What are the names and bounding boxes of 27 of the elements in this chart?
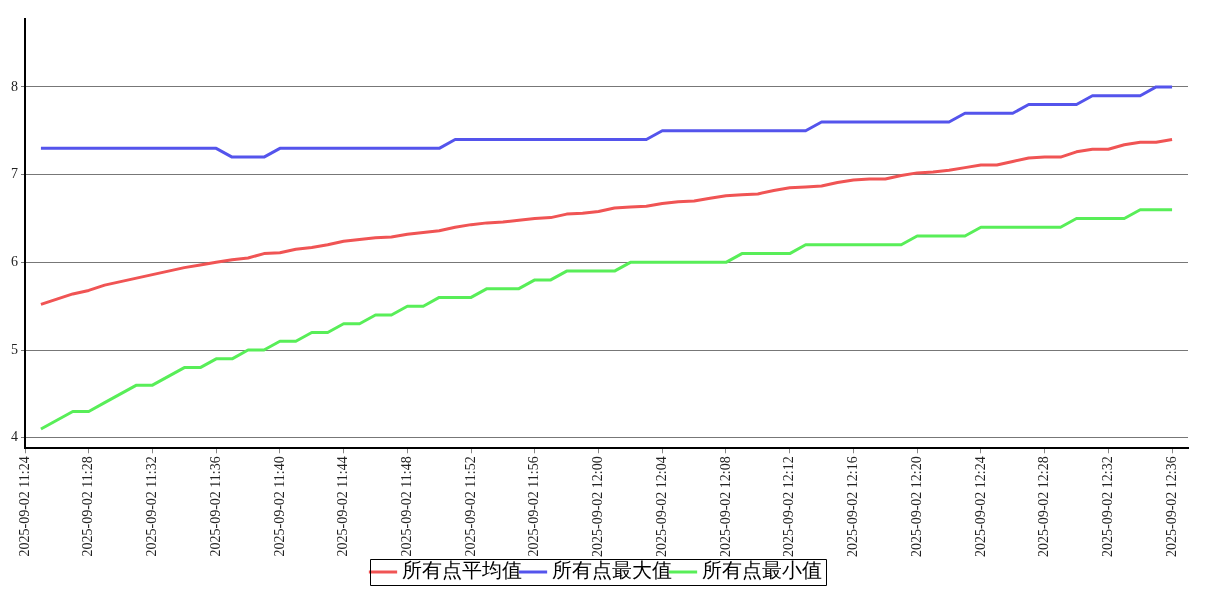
- x-tick-label: 2025-09-02 12:04: [653, 456, 669, 557]
- y-tick-label: 7: [11, 166, 18, 182]
- x-tick-label: 2025-09-02 12:36: [1163, 456, 1179, 557]
- x-tick-label: 2025-09-02 12:12: [781, 456, 797, 557]
- x-tick-label: 2025-09-02 11:24: [16, 456, 32, 557]
- x-tick-label: 2025-09-02 12:28: [1036, 456, 1052, 557]
- x-tick-label: 2025-09-02 11:44: [335, 456, 351, 557]
- x-tick-label: 2025-09-02 12:24: [972, 456, 988, 557]
- x-tick-label: 2025-09-02 12:20: [908, 456, 924, 557]
- x-tick-label: 2025-09-02 11:36: [207, 456, 223, 557]
- x-tick-label: 2025-09-02 11:48: [399, 456, 415, 557]
- legend-label: 所有点最大值: [552, 559, 672, 582]
- x-tick-label: 2025-09-02 12:16: [845, 456, 861, 557]
- x-tick-label: 2025-09-02 11:28: [80, 456, 96, 557]
- x-tick-label: 2025-09-02 11:32: [144, 456, 160, 557]
- y-tick-label: 6: [11, 254, 18, 270]
- x-tick-label: 2025-09-02 11:56: [526, 456, 542, 557]
- legend-label: 所有点最小值: [702, 559, 822, 582]
- x-tick-label: 2025-09-02 12:08: [717, 456, 733, 557]
- x-tick-label: 2025-09-02 12:32: [1100, 456, 1116, 557]
- y-tick-label: 4: [11, 429, 18, 445]
- y-tick-label: 8: [11, 78, 18, 94]
- y-tick-label: 5: [11, 341, 18, 357]
- x-tick-label: 2025-09-02 11:52: [462, 456, 478, 557]
- x-tick-label: 2025-09-02 11:40: [271, 456, 287, 557]
- legend-label: 所有点平均值: [402, 559, 522, 582]
- x-tick-label: 2025-09-02 12:00: [590, 456, 606, 557]
